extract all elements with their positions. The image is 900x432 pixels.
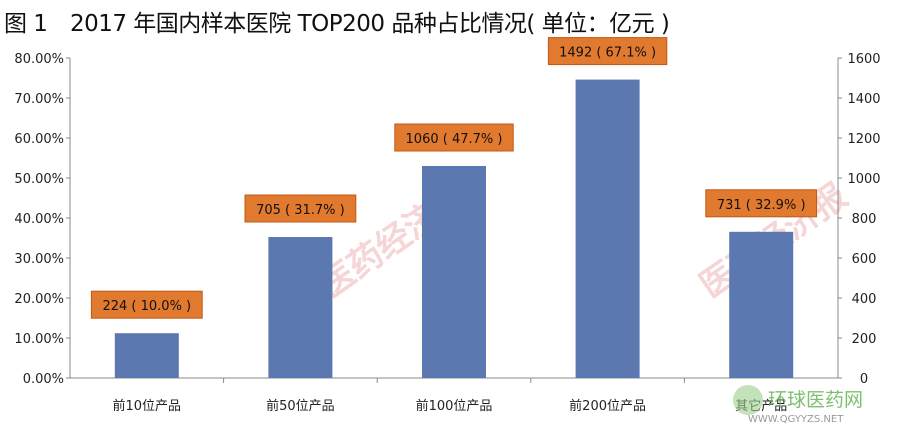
data-label-box <box>244 194 357 223</box>
right-tick-label: 0 <box>860 372 868 387</box>
data-label: 705 ( 31.7% ) <box>256 203 345 218</box>
right-tick-label: 1400 <box>847 92 880 107</box>
site-logo: 环球医药网 WWW.QGYYZS.NET <box>728 382 898 428</box>
globe-icon: 环球医药网 WWW.QGYYZS.NET <box>733 385 863 425</box>
data-label: 224 ( 10.0% ) <box>102 299 191 314</box>
logo-url: WWW.QGYYZS.NET <box>748 414 844 425</box>
data-label-box <box>705 189 818 218</box>
right-tick-label: 800 <box>852 212 877 227</box>
right-tick-label: 1000 <box>847 172 880 187</box>
left-tick-label: 0.00% <box>23 372 64 387</box>
category-label: 前10位产品 <box>113 398 182 414</box>
data-label: 1060 ( 47.7% ) <box>406 132 503 147</box>
category-label: 前50位产品 <box>266 398 335 414</box>
bar <box>575 79 640 378</box>
bar <box>268 237 333 378</box>
data-label: 731 ( 32.9% ) <box>717 198 806 213</box>
data-label-box <box>90 290 203 319</box>
left-tick-label: 40.00% <box>14 212 64 227</box>
right-tick-label: 400 <box>852 292 877 307</box>
right-tick-label: 1200 <box>847 132 880 147</box>
data-label-box <box>547 37 668 66</box>
bar <box>114 333 179 378</box>
data-label-box <box>394 123 514 152</box>
left-tick-label: 10.00% <box>14 332 64 347</box>
left-tick-label: 30.00% <box>14 252 64 267</box>
left-tick-label: 70.00% <box>14 92 64 107</box>
right-tick-label: 600 <box>852 252 877 267</box>
bar <box>729 231 794 378</box>
left-tick-label: 80.00% <box>14 52 64 67</box>
data-label: 1492 ( 67.1% ) <box>559 46 656 61</box>
right-tick-label: 1600 <box>847 52 880 67</box>
left-tick-label: 60.00% <box>14 132 64 147</box>
left-tick-label: 20.00% <box>14 292 64 307</box>
chart-title: 图 1 2017 年国内样本医院 TOP200 品种占比情况( 单位：亿元 ) <box>4 11 670 37</box>
bar <box>422 166 486 378</box>
logo-name: 环球医药网 <box>768 389 863 411</box>
category-label: 前200位产品 <box>569 398 646 414</box>
left-tick-label: 50.00% <box>14 172 64 187</box>
right-tick-label: 200 <box>852 332 877 347</box>
category-label: 前100位产品 <box>416 398 493 414</box>
